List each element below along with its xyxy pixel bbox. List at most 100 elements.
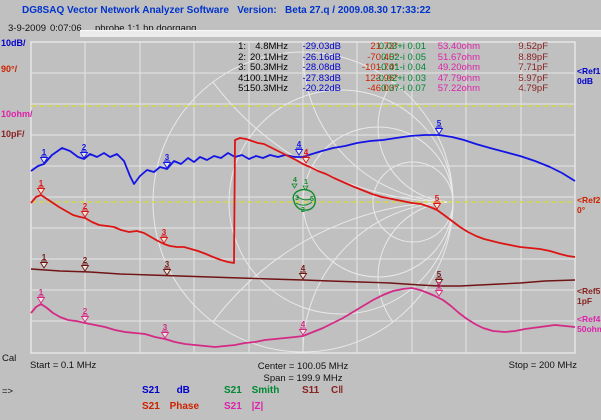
marker-db: -27.83dB [302, 73, 341, 84]
legend-s21-phase[interactable]: S21 Phase [142, 401, 199, 412]
trace-s21-phase [30, 137, 576, 264]
smith-markers[interactable]: 4 1 3 5 2 [291, 177, 314, 214]
ref5-value: 1pF [577, 296, 593, 306]
svg-text:1: 1 [39, 179, 44, 188]
marker-s21-db[interactable]: 1 2 3 4 5 [39, 119, 444, 169]
svg-text:5: 5 [435, 194, 440, 203]
sweep-start[interactable]: Start = 0.1 MHz [30, 360, 97, 371]
scale-ohm-label[interactable]: 10ohm/ [1, 109, 33, 119]
legend-s11-c-format: C‖ [331, 385, 344, 396]
status-time: 0:07:06 [50, 23, 82, 34]
legend-s21-db-format: dB [176, 385, 190, 396]
legend-s21-phase-format: Phase [169, 401, 200, 412]
trace-s21-z [30, 287, 576, 348]
legend-s21-db[interactable]: S21 dB [142, 385, 190, 396]
app-title: DG8SAQ Vector Network Analyzer Software … [22, 5, 431, 16]
svg-text:2: 2 [301, 207, 305, 214]
marker-s21-phase[interactable]: 1 2 3 4 5 [36, 148, 442, 244]
marker-phase: 21.73° [370, 41, 398, 52]
prompt-indicator: => [2, 386, 14, 397]
svg-text:4: 4 [297, 140, 302, 149]
legend-s21-z[interactable]: S21 |Z| [224, 401, 263, 412]
ref2-label[interactable]: <Ref2 0° [577, 195, 600, 215]
marker-ohm: 57.22ohm [437, 83, 480, 94]
legend-s21-smith[interactable]: S21 Smith [224, 385, 279, 396]
svg-text:1: 1 [304, 179, 308, 186]
marker-db: -26.16dB [302, 52, 341, 63]
marker-phase: -46.03° [367, 83, 398, 94]
svg-text:5: 5 [437, 281, 442, 290]
svg-text:4: 4 [304, 148, 309, 157]
svg-text:1: 1 [39, 288, 44, 297]
scale-pf-label[interactable]: 10pF/ [1, 129, 25, 139]
ref2-arrow[interactable]: <Ref2 [577, 195, 601, 205]
legend-s21-smith-format: Smith [251, 385, 280, 396]
svg-text:5: 5 [437, 119, 442, 128]
svg-text:4: 4 [293, 177, 297, 184]
legend-s11-c-sparam: S11 [302, 385, 320, 396]
marker-db: -29.03dB [302, 41, 341, 52]
marker-num: 4: [238, 73, 246, 84]
marker-s21-z[interactable]: 1 2 3 4 5 [36, 281, 444, 339]
marker-num: 2: [238, 52, 246, 63]
marker-pf: 8.89pF [518, 52, 548, 63]
marker-ohm: 47.79ohm [437, 73, 480, 84]
marker-phase: -101.74° [361, 62, 398, 73]
legend-s11-c[interactable]: S11 C‖ [302, 385, 343, 396]
svg-text:4: 4 [301, 264, 306, 273]
trace-s11-c [30, 268, 576, 287]
marker-complex: 0.02-i 0.05 [381, 52, 426, 63]
marker-freq: 20.1MHz [249, 52, 288, 63]
svg-text:3: 3 [165, 260, 170, 269]
sweep-span[interactable]: Span = 199.9 MHz [263, 373, 343, 384]
svg-text:1: 1 [42, 253, 47, 262]
legend-s21-phase-sparam: S21 [142, 401, 160, 412]
marker-ohm: 51.67ohm [437, 52, 480, 63]
legend-s21-smith-sparam: S21 [224, 385, 242, 396]
marker-complex: 0.03+i 0.01 [378, 41, 426, 52]
sweep-center[interactable]: Center = 100.05 MHz [257, 361, 349, 372]
svg-text:2: 2 [83, 202, 88, 211]
ref5-arrow[interactable]: <Ref5 [577, 286, 601, 296]
svg-text:3: 3 [165, 153, 170, 162]
marker-ohm: 53.40ohm [437, 41, 480, 52]
marker-db: -28.08dB [302, 62, 341, 73]
marker-phase: 123.96° [365, 73, 398, 84]
ref5-label[interactable]: <Ref5 1pF [577, 286, 600, 306]
marker-freq: 150.3MHz [244, 83, 288, 94]
svg-text:2: 2 [83, 307, 88, 316]
marker-phase: -70.45° [367, 52, 398, 63]
sweep-stop[interactable]: Stop = 200 MHz [508, 360, 577, 371]
svg-text:1: 1 [42, 148, 47, 157]
trace-smith-cluster [292, 188, 316, 211]
marker-pf: 9.52pF [518, 41, 548, 52]
marker-complex: -0.01-i 0.04 [377, 62, 426, 73]
marker-ohm: 49.20ohm [437, 62, 480, 73]
svg-text:3: 3 [162, 228, 167, 237]
svg-text:5: 5 [310, 196, 314, 203]
marker-freq: 100.1MHz [244, 73, 288, 84]
scale-db-label[interactable]: 10dB/ [1, 38, 26, 48]
ref4-value: 50ohm [577, 324, 601, 334]
marker-pf: 7.71pF [518, 62, 548, 73]
marker-num: 3: [238, 62, 246, 73]
legend-s21-z-format: |Z| [251, 401, 264, 412]
marker-s11-c[interactable]: 1 2 3 4 5 [39, 253, 444, 286]
sweep-note: pbrobe 1:1 hp doorgang [95, 23, 197, 34]
ref2-value: 0° [577, 205, 586, 215]
marker-pf: 5.97pF [518, 73, 548, 84]
ref1-value: 0dB [577, 76, 594, 86]
header-divider [80, 30, 601, 37]
ref1-label[interactable]: <Ref1 0dB [577, 66, 600, 86]
ref1-arrow[interactable]: <Ref1 [577, 66, 601, 76]
ref4-arrow[interactable]: <Ref4 [577, 314, 601, 324]
svg-text:3: 3 [163, 323, 168, 332]
svg-text:2: 2 [83, 256, 88, 265]
ref4-label[interactable]: <Ref4 50ohm [577, 314, 601, 334]
cal-status: Cal [2, 353, 17, 364]
grid-lines [31, 42, 575, 353]
scale-phase-label[interactable]: 90°/ [1, 64, 18, 74]
marker-freq: 4.8MHz [255, 41, 288, 52]
svg-text:4: 4 [301, 320, 306, 329]
